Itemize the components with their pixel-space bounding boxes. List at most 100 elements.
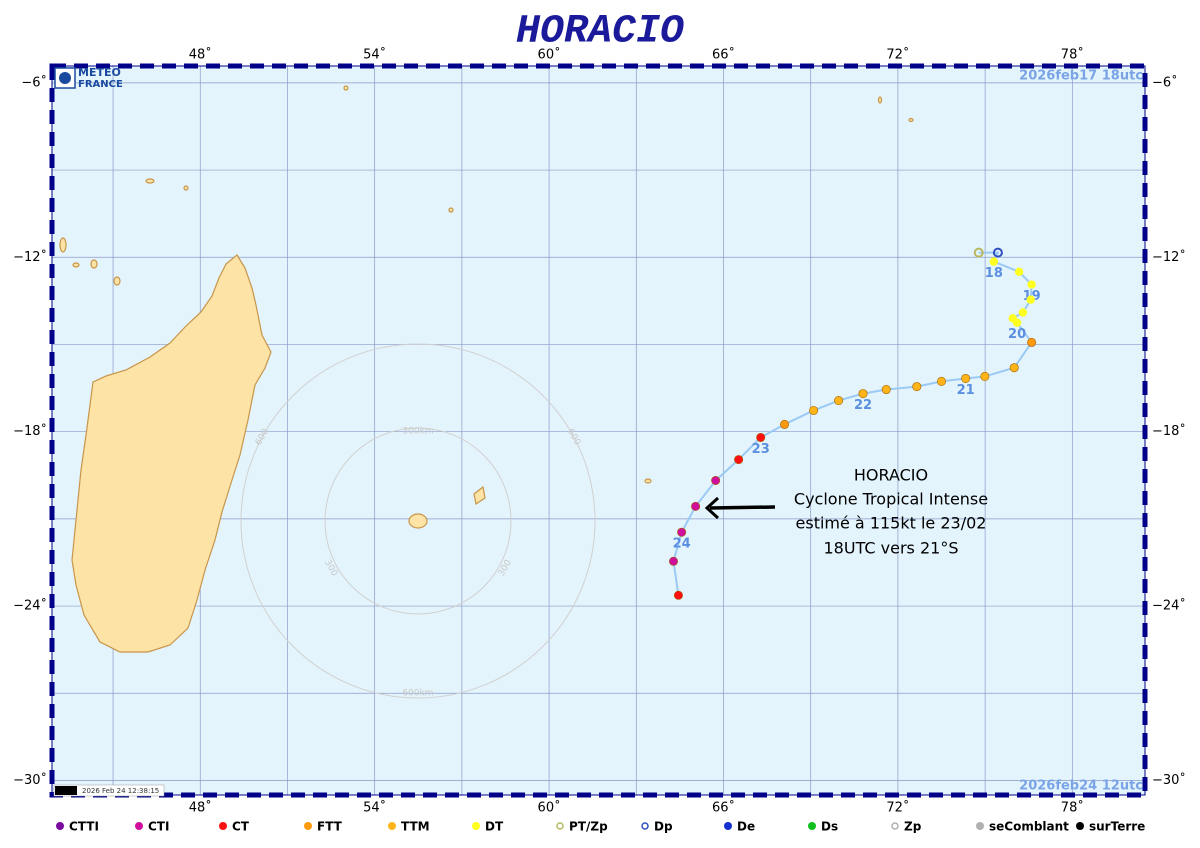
timestamp-box [53,784,165,797]
rodrigues [644,478,652,484]
track-point [992,247,1003,258]
legend-swatch [304,822,312,830]
ring-label: 300km [402,427,433,437]
track-point [989,257,999,266]
ring-label: 600km [402,689,433,699]
day-label: 18 [985,266,1003,281]
legend-swatch [641,822,649,830]
lon-tick-label: 54˚ [363,47,386,63]
logo: METEO FRANCE [54,66,123,90]
track-point [677,527,687,537]
timestamp: 2026 Feb 24 12:38:15 [82,787,159,795]
lat-tick-label: −18˚ [13,423,47,439]
annotation: HORACIO Cyclone Tropical Intense estimé … [704,466,988,558]
lon-tick-label: 66˚ [712,47,735,63]
madagascar [71,254,272,653]
legend-label: De [737,820,755,834]
island [145,178,155,184]
track: 18192021222324 [668,247,1041,600]
track-point [673,590,683,600]
day-label: 22 [854,398,872,413]
lat-tick-label: −30˚ [13,772,47,788]
legend-swatch [808,822,816,830]
lon-tick-label: 72˚ [886,800,909,816]
legend-label: TTM [401,820,430,834]
track-point [881,385,891,395]
track-point [691,501,701,511]
mayotte [90,259,98,269]
legend-label: CTTI [69,820,99,834]
island [448,207,454,213]
track-point [961,373,971,383]
legend-swatch [472,822,480,830]
legend-label: seComblant [989,820,1069,834]
island [113,276,121,286]
arrow [709,505,776,510]
lat-tick-label: −18˚ [1152,423,1186,439]
track-point [711,475,721,485]
legend-swatch [219,822,227,830]
arrow-head [704,496,720,520]
legend-label: PT/Zp [569,820,608,834]
logo-icon [59,72,71,84]
track-point [973,247,984,258]
range-ring-600 [240,343,596,699]
track-point [1026,295,1035,304]
track-point [858,389,868,399]
lon-tick-label: 78˚ [1061,800,1084,816]
land [59,85,914,653]
range-ring-300 [324,427,512,615]
track-point [756,432,766,442]
lon-tick-label: 66˚ [712,800,735,816]
lat-tick-label: −12˚ [13,249,47,265]
legend-swatch [724,822,732,830]
legend-swatch [556,822,564,830]
legend-swatch [135,822,143,830]
track-point [1012,318,1022,327]
island [877,96,883,104]
track-point [780,419,790,429]
mauritius [473,485,486,505]
legend-swatch [1076,822,1084,830]
island [183,185,189,191]
date-start: 2026feb17 18utc [1019,69,1143,84]
annotation-line: 18UTC vers 21°S [824,539,959,558]
island [343,85,349,91]
date-end: 2026feb24 12utc [1019,779,1143,794]
annotation-line: estimé à 115kt le 23/02 [796,514,987,533]
lon-tick-label: 78˚ [1061,47,1084,63]
title: HORACIO [516,10,684,55]
lon-tick-label: 60˚ [538,47,561,63]
lon-tick-label: 54˚ [363,800,386,816]
track-point [1018,308,1028,317]
day-label: 21 [957,383,975,398]
lat-tick-label: −24˚ [1152,598,1186,614]
legend-label: Dp [654,820,673,834]
day-label: 23 [752,442,770,457]
track-point [1027,280,1036,289]
lat-tick-label: −24˚ [13,598,47,614]
comoros [72,262,80,268]
reunion [408,513,428,529]
track-point [1009,363,1019,373]
legend-label: FTT [317,820,343,834]
annotation-line: Cyclone Tropical Intense [794,490,988,509]
track-point [980,371,990,381]
lon-tick-label: 72˚ [886,47,909,63]
lat-tick-label: −6˚ [1152,74,1178,90]
timestamp-logo [55,786,77,795]
logo-text: METEO [78,66,121,79]
track-point [809,405,819,415]
track-point [734,455,744,465]
track-point [668,556,678,566]
legend-swatch [56,822,64,830]
track-point [912,382,922,392]
legend-swatch [388,822,396,830]
legend-label: Ds [821,820,838,834]
island [908,117,914,123]
legend-label: CT [232,820,250,834]
track-point [937,376,947,386]
legend-label: CTI [148,820,169,834]
lon-tick-label: 48˚ [189,47,212,63]
